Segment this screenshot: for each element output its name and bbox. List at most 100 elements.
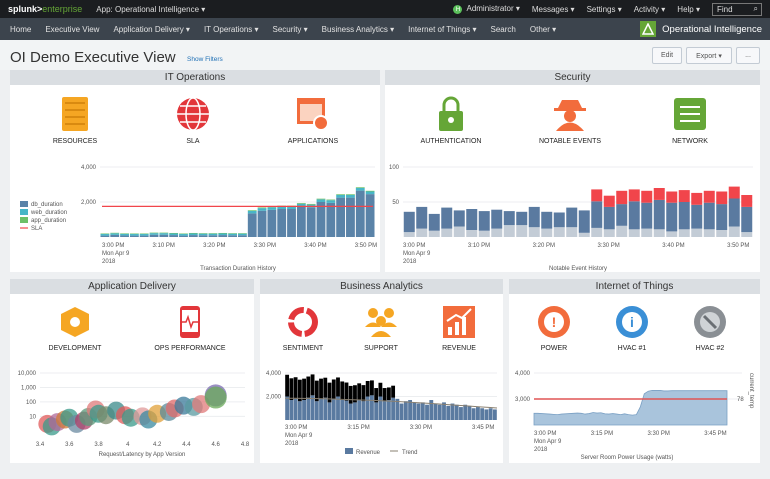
bar-web_duration [129,234,139,236]
revenue-tile[interactable]: REVENUE [419,305,499,352]
bar-medium [578,210,590,233]
hvac2-tile[interactable]: HVAC #2 [670,305,750,352]
bar-db_duration [228,235,237,237]
bar-Revenue [484,409,489,420]
bar-db_duration [287,209,296,237]
transaction-duration-chart: 4,000 2,000 3:00 PM 3:10 PM 3:20 PM 3:30 PM 3:… [20,165,377,272]
x-tick-label: 3:40 PM [304,243,326,249]
bar-app_duration [100,233,110,235]
ops-performance-tile[interactable]: OPS PERFORMANCE [150,305,230,352]
sentiment-tile[interactable]: SENTIMENT [263,305,343,352]
nav-internet-of-things[interactable]: Internet of Things ▾ [408,24,477,34]
nav-application-delivery[interactable]: Application Delivery ▾ [113,24,190,34]
x-tick-label: 3:15 PM [347,425,369,431]
bar-db_duration [277,209,287,237]
bar-db_duration [169,235,179,237]
edit-button[interactable]: Edit [652,47,682,64]
bar-app_duration [355,187,365,188]
app-brand: Operational Intelligence [640,21,762,37]
bar-Revenue [297,401,302,420]
bar-high [653,188,665,200]
app-menu[interactable]: App: Operational Intelligence ▾ [96,4,206,14]
bar-low [466,230,478,237]
trend-line [285,397,498,409]
bar-medium [741,206,753,233]
search-icon: ⌕ [753,4,758,13]
bar-high [616,190,628,205]
bar-Revenue [306,397,311,420]
bar-Revenue [336,396,340,420]
panel-title: IT Operations [10,70,380,85]
bar-web_duration [316,199,326,202]
bar-low [741,232,753,237]
messages-menu[interactable]: Messages ▾ [531,4,575,14]
activity-menu[interactable]: Activity ▾ [633,4,666,14]
find-input[interactable]: Find ⌕ [712,2,762,16]
help-menu[interactable]: Help ▾ [677,4,700,14]
x-tick-label: 3:30 PM [597,243,619,249]
bar-app_duration [346,194,355,195]
bar-low [628,229,640,237]
authentication-tile[interactable]: AUTHENTICATION [411,96,491,145]
notable-events-tile[interactable]: NOTABLE EVENTS [530,96,610,145]
show-filters-link[interactable]: Show Filters [187,56,223,63]
bar-Trend [285,374,290,397]
network-tile[interactable]: NETWORK [650,96,730,145]
user-menu[interactable]: H Administrator ▾ [453,4,520,15]
nav-other[interactable]: Other ▾ [529,24,557,34]
legend-label: Trend [402,450,417,456]
bar-web_duration [159,233,169,235]
bar-medium [616,204,628,226]
nav-business-analytics[interactable]: Business Analytics ▾ [321,24,395,34]
bar-low [716,230,728,237]
hvac1-tile[interactable]: i HVAC #1 [592,305,672,352]
bar-app_duration [110,232,120,234]
y-tick-label: 100 [26,400,37,406]
x-tick-label: 3.6 [65,442,74,448]
bar-high [591,189,603,202]
x-date-label: Mon Apr 9 [285,433,313,439]
y-tick-label: 2,000 [81,200,97,206]
nav-home[interactable]: Home [10,24,32,34]
bar-Revenue [429,400,434,420]
bar-Trend [331,379,336,399]
export-button[interactable]: Export ▾ [686,47,732,64]
panel-it-operations: IT Operations RESOURCES SLA APPLICATIONS… [10,70,380,272]
support-tile[interactable]: SUPPORT [341,305,421,352]
nav-search[interactable]: Search [490,24,516,34]
power-tile[interactable]: ! POWER [514,305,594,352]
development-tile[interactable]: DEVELOPMENT [35,305,115,352]
bar-web_duration [110,233,120,235]
bar-Revenue [302,400,306,420]
bar-medium [641,202,653,229]
bar-db_duration [336,197,346,237]
bar-low [678,229,690,237]
resources-tile[interactable]: RESOURCES [35,96,115,145]
bar-web_duration [355,188,365,191]
more-button[interactable]: ... [736,47,760,64]
x-date-label: 2018 [285,441,299,447]
bar-medium [516,211,528,226]
x-date-label: Mon Apr 9 [534,439,562,445]
nav-executive-view[interactable]: Executive View [45,24,100,34]
bar-Trend [370,380,374,396]
bar-web_duration [198,233,208,236]
applications-tile[interactable]: APPLICATIONS [273,96,353,145]
bar-app_duration [129,233,139,235]
x-tick-label: 3:40 PM [662,243,684,249]
y-tick-label: 100 [389,165,400,171]
splunk-logo[interactable]: splunk>enterprise [8,4,83,14]
bar-web_duration [179,234,188,236]
bar-db_duration [257,210,267,237]
bar-db_duration [198,235,208,237]
x-tick-label: 3:50 PM [727,243,749,249]
bubble [204,386,227,409]
bar-web_duration [336,195,346,198]
x-tick-label: 3:30 PM [254,243,276,249]
sla-tile[interactable]: SLA [153,96,233,145]
nav-security[interactable]: Security ▾ [272,24,308,34]
x-date-label: Mon Apr 9 [403,251,431,257]
settings-menu[interactable]: Settings ▾ [586,4,622,14]
page-title: OI Demo Executive View [10,49,176,66]
nav-it-operations[interactable]: IT Operations ▾ [203,24,259,34]
